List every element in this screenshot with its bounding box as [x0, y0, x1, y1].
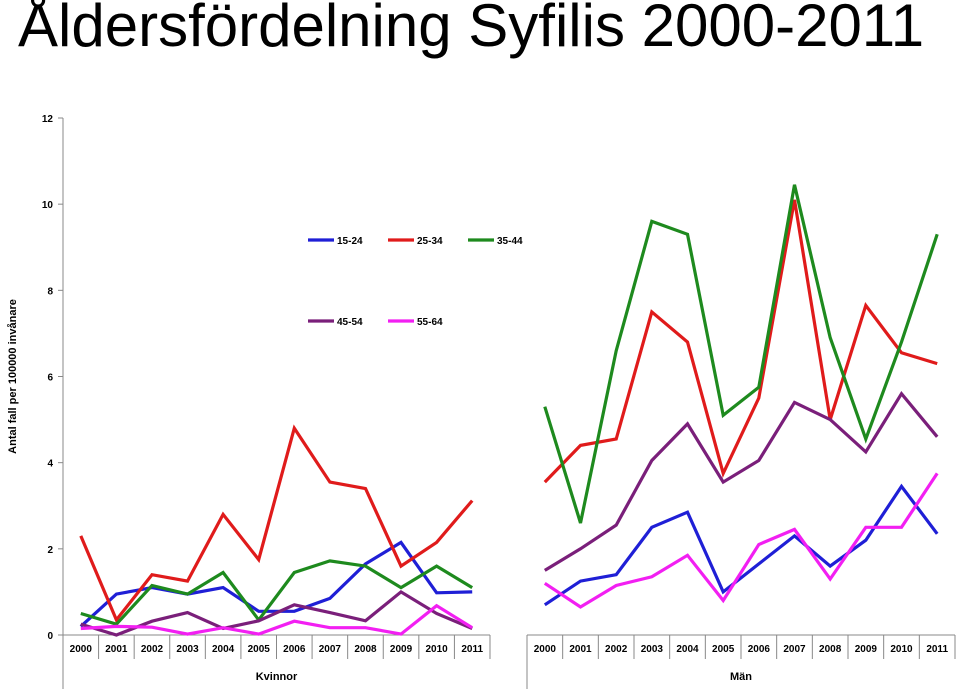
- x-tick-label: 2004: [212, 644, 235, 655]
- x-tick-label: 2001: [105, 644, 128, 655]
- series-line-män-55-64: [543, 472, 939, 609]
- chart-svg: 0 2 4 6 8 10 12 Antal fall per 100000 invånare 2…: [7, 114, 956, 689]
- page-title: Åldersfördelning Syfilis 2000-2011: [18, 0, 925, 59]
- y-tick-label: 8: [47, 286, 53, 297]
- x-tick-label: 2007: [319, 644, 342, 655]
- x-tick-label: 2004: [676, 644, 699, 655]
- x-tick-label: 2003: [176, 644, 199, 655]
- series-line-kvinnor-55-64: [80, 603, 474, 636]
- y-tick-label: 2: [47, 545, 53, 556]
- chart-legend: 15-24 25-34 35-44 45-54 55-64: [308, 236, 523, 328]
- chart-axes: 0 2 4 6 8 10 12 Antal fall per 100000 invånare 2…: [7, 114, 956, 689]
- series-line-män-45-54: [543, 390, 939, 572]
- x-tick-label: 2008: [819, 644, 842, 655]
- x-tick-label: 2000: [534, 644, 557, 655]
- legend-label: 55-64: [417, 317, 443, 328]
- legend-label: 45-54: [337, 317, 363, 328]
- x-tick-label: 2006: [283, 644, 306, 655]
- x-tick-label: 2006: [748, 644, 771, 655]
- series-line-män-35-44: [543, 184, 939, 524]
- x-tick-label: 2002: [605, 644, 628, 655]
- y-tick-label: 6: [47, 373, 53, 384]
- x-tick-label: 2011: [461, 644, 483, 655]
- x-tick-label: 2005: [248, 644, 271, 655]
- y-axis-label: Antal fall per 100000 invånare: [7, 299, 19, 454]
- x-tick-label: 2002: [141, 644, 164, 655]
- x-tick-label: 2001: [569, 644, 592, 655]
- x-tick-label: 2008: [354, 644, 377, 655]
- x-tick-label: 2009: [855, 644, 878, 655]
- x-tick-label: 2003: [641, 644, 664, 655]
- x-tick-label: 2010: [890, 644, 913, 655]
- series-line-kvinnor-25-34: [79, 424, 474, 624]
- chart-figure: 0 2 4 6 8 10 12 Antal fall per 100000 invånare 2…: [0, 100, 960, 689]
- group-label: Män: [730, 671, 752, 683]
- legend-label: 25-34: [417, 236, 443, 247]
- series-line-kvinnor-45-54: [80, 589, 473, 637]
- y-tick-label: 10: [42, 200, 54, 211]
- series-line-män-25-34: [543, 199, 938, 484]
- legend-label: 15-24: [337, 236, 363, 247]
- x-tick-label: 2007: [783, 644, 806, 655]
- x-tick-label: 2000: [70, 644, 93, 655]
- y-tick-label: 12: [42, 114, 54, 125]
- chart-series: [79, 184, 939, 637]
- x-tick-label: 2011: [926, 644, 948, 655]
- x-tick-label: 2009: [390, 644, 413, 655]
- x-tick-label: 2010: [426, 644, 449, 655]
- legend-label: 35-44: [497, 236, 523, 247]
- series-line-kvinnor-35-44: [80, 559, 474, 627]
- group-label: Kvinnor: [256, 671, 298, 683]
- x-tick-label: 2005: [712, 644, 735, 655]
- y-tick-label: 4: [47, 459, 53, 470]
- series-line-män-15-24: [543, 483, 939, 607]
- y-tick-label: 0: [47, 631, 53, 642]
